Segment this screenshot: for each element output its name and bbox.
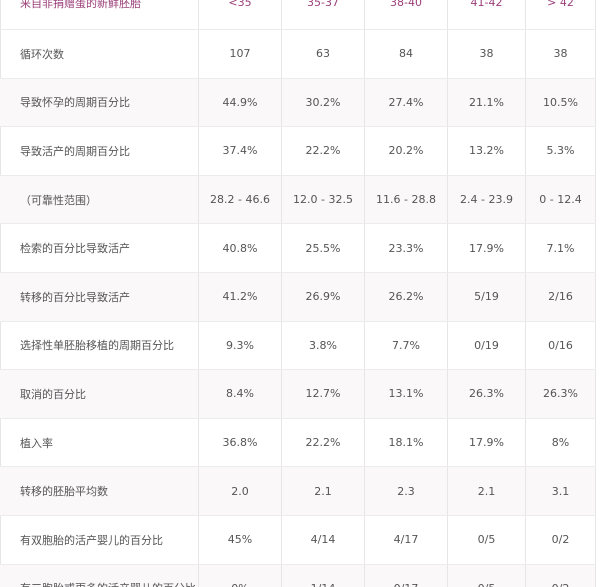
cell-value: 45% bbox=[199, 516, 282, 564]
cell-value: 41-42 bbox=[448, 0, 526, 29]
cell-value: 23.3% bbox=[365, 224, 448, 272]
row-label: 来自非捐赠蛋的新鲜胚胎 bbox=[0, 0, 199, 29]
cell-value: 35-37 bbox=[282, 0, 365, 29]
cell-value: 2.0 bbox=[199, 467, 282, 515]
row-label: 有双胞胎的活产婴儿的百分比 bbox=[0, 516, 199, 564]
cell-value: 0/2 bbox=[526, 516, 596, 564]
cell-value: 17.9% bbox=[448, 224, 526, 272]
cell-value: 0/5 bbox=[448, 564, 526, 587]
row-label: 导致活产的周期百分比 bbox=[0, 127, 199, 175]
cell-value: 25.5% bbox=[282, 224, 365, 272]
cell-value: 9.3% bbox=[199, 321, 282, 370]
cell-value: 0 - 12.4 bbox=[526, 175, 596, 224]
cell-value: 84 bbox=[365, 30, 448, 78]
row-label: 循环次数 bbox=[0, 30, 199, 78]
cell-value: 26.3% bbox=[448, 370, 526, 418]
row-label: 转移的胚胎平均数 bbox=[0, 467, 199, 515]
data-row: （可靠性范围） 28.2 - 46.6 12.0 - 32.5 11.6 - 28.8… bbox=[0, 175, 596, 225]
cell-value: 7.7% bbox=[365, 321, 448, 370]
cell-value: 2/16 bbox=[526, 273, 596, 321]
row-label: 选择性单胚胎移植的周期百分比 bbox=[0, 321, 199, 370]
row-label: 检索的百分比导致活产 bbox=[0, 224, 199, 272]
cell-value: 0% bbox=[199, 564, 282, 587]
cell-value: 18.1% bbox=[365, 418, 448, 467]
cell-value: 38 bbox=[526, 30, 596, 78]
cell-value: 26.9% bbox=[282, 273, 365, 321]
data-row: 导致怀孕的周期百分比 44.9% 30.2% 27.4% 21.1% 10.5% bbox=[0, 78, 596, 128]
cell-value: 36.8% bbox=[199, 418, 282, 467]
cell-value: 13.2% bbox=[448, 127, 526, 175]
cell-value: 0/19 bbox=[448, 321, 526, 370]
cell-value: 107 bbox=[199, 30, 282, 78]
cell-value: 38 bbox=[448, 30, 526, 78]
cell-value: 63 bbox=[282, 30, 365, 78]
row-label: 植入率 bbox=[0, 418, 199, 467]
cell-value: 2.3 bbox=[365, 467, 448, 515]
data-row: 转移的百分比导致活产 41.2% 26.9% 26.2% 5/19 2/16 bbox=[0, 273, 596, 322]
cell-value: 37.4% bbox=[199, 127, 282, 175]
cell-value: 41.2% bbox=[199, 273, 282, 321]
cell-value: 2.4 - 23.9 bbox=[448, 175, 526, 224]
cell-value: 38-40 bbox=[365, 0, 448, 29]
cell-value: 40.8% bbox=[199, 224, 282, 272]
cell-value: 28.2 - 46.6 bbox=[199, 175, 282, 224]
cell-value: 1/14 bbox=[282, 564, 365, 587]
cell-value: 17.9% bbox=[448, 418, 526, 467]
row-label: 转移的百分比导致活产 bbox=[0, 273, 199, 321]
cell-value: 3.8% bbox=[282, 321, 365, 370]
cell-value: 26.3% bbox=[526, 370, 596, 418]
row-label: （可靠性范围） bbox=[0, 175, 199, 224]
cell-value: 4/17 bbox=[365, 516, 448, 564]
header-row: 来自非捐赠蛋的新鲜胚胎 <35 35-37 38-40 41-42 > 42 bbox=[0, 0, 596, 30]
data-row: 选择性单胚胎移植的周期百分比 9.3% 3.8% 7.7% 0/19 0/16 bbox=[0, 321, 596, 371]
cell-value: 27.4% bbox=[365, 78, 448, 127]
cell-value: <35 bbox=[199, 0, 282, 29]
cell-value: 22.2% bbox=[282, 418, 365, 467]
cell-value: > 42 bbox=[526, 0, 596, 29]
cell-value: 0/16 bbox=[526, 321, 596, 370]
row-label: 取消的百分比 bbox=[0, 370, 199, 418]
data-row: 取消的百分比 8.4% 12.7% 13.1% 26.3% 26.3% bbox=[0, 370, 596, 419]
cell-value: 8.4% bbox=[199, 370, 282, 418]
data-row: 植入率 36.8% 22.2% 18.1% 17.9% 8% bbox=[0, 418, 596, 468]
cell-value: 0/2 bbox=[526, 564, 596, 587]
cell-value: 0/17 bbox=[365, 564, 448, 587]
cell-value: 12.7% bbox=[282, 370, 365, 418]
cell-value: 26.2% bbox=[365, 273, 448, 321]
data-row: 检索的百分比导致活产 40.8% 25.5% 23.3% 17.9% 7.1% bbox=[0, 224, 596, 273]
data-row: 有三胞胎或更多的活产婴儿的百分比0%1/140/170/50/2 bbox=[0, 564, 596, 587]
cell-value: 11.6 - 28.8 bbox=[365, 175, 448, 224]
data-row: 有双胞胎的活产婴儿的百分比 45% 4/14 4/17 0/5 0/2 bbox=[0, 516, 596, 565]
cell-value: 3.1 bbox=[526, 467, 596, 515]
cell-value: 4/14 bbox=[282, 516, 365, 564]
cell-value: 21.1% bbox=[448, 78, 526, 127]
cell-value: 7.1% bbox=[526, 224, 596, 272]
cell-value: 8% bbox=[526, 418, 596, 467]
cell-value: 10.5% bbox=[526, 78, 596, 127]
row-label: 导致怀孕的周期百分比 bbox=[0, 78, 199, 127]
data-row: 转移的胚胎平均数 2.0 2.1 2.3 2.1 3.1 bbox=[0, 467, 596, 516]
cell-value: 22.2% bbox=[282, 127, 365, 175]
cell-value: 20.2% bbox=[365, 127, 448, 175]
cell-value: 12.0 - 32.5 bbox=[282, 175, 365, 224]
data-row: 导致活产的周期百分比 37.4% 22.2% 20.2% 13.2% 5.3% bbox=[0, 127, 596, 176]
cell-value: 44.9% bbox=[199, 78, 282, 127]
cell-value: 13.1% bbox=[365, 370, 448, 418]
cell-value: 5.3% bbox=[526, 127, 596, 175]
cell-value: 5/19 bbox=[448, 273, 526, 321]
cell-value: 2.1 bbox=[448, 467, 526, 515]
cell-value: 2.1 bbox=[282, 467, 365, 515]
cell-value: 0/5 bbox=[448, 516, 526, 564]
data-row: 循环次数 107 63 84 38 38 bbox=[0, 30, 596, 79]
cell-value: 30.2% bbox=[282, 78, 365, 127]
row-label: 有三胞胎或更多的活产婴儿的百分比 bbox=[0, 564, 199, 587]
